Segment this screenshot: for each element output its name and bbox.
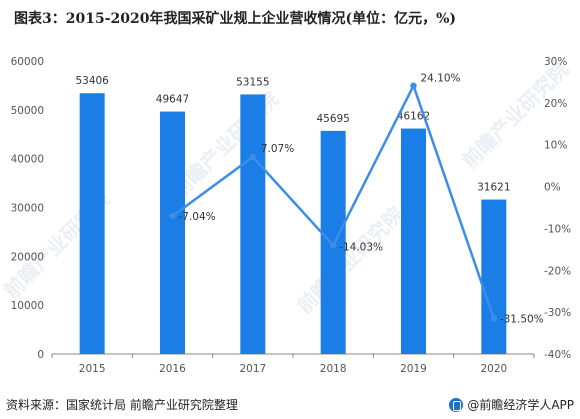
- left-tick-label: 0: [37, 349, 44, 361]
- chart-title: 图表3：2015-2020年我国采矿业规上企业营收情况(单位：亿元，%): [14, 11, 457, 27]
- line-value-label: -31.50%: [500, 313, 544, 325]
- right-tick-label: 0%: [544, 182, 561, 194]
- right-tick-label: -20%: [544, 265, 571, 277]
- line-value-label: -7.04%: [179, 211, 216, 223]
- bar: [481, 199, 507, 354]
- x-tick-label: 2016: [159, 363, 186, 375]
- bar-series: [79, 93, 507, 355]
- x-tick-label: 2020: [480, 363, 507, 375]
- right-tick-label: 30%: [544, 56, 567, 68]
- bar: [401, 128, 426, 354]
- line-point: [329, 242, 337, 249]
- bar-value-label: 53406: [75, 75, 109, 87]
- line-point: [490, 315, 498, 322]
- bar: [79, 93, 105, 355]
- bar-value-label: 45695: [316, 113, 349, 125]
- left-tick-label: 60000: [11, 56, 44, 68]
- line-point: [410, 82, 417, 89]
- left-tick-label: 40000: [11, 154, 44, 166]
- left-tick-label: 20000: [11, 251, 44, 263]
- left-tick-label: 30000: [11, 203, 44, 215]
- right-tick-label: 20%: [544, 98, 567, 110]
- bar: [160, 111, 185, 354]
- line-value-label: 7.07%: [261, 143, 294, 155]
- right-tick-label: 10%: [544, 140, 567, 152]
- brand-logo-icon: [449, 397, 464, 412]
- x-tick-label: 2015: [79, 363, 106, 375]
- bar-value-label: 31621: [477, 182, 510, 194]
- line-value-label: 24.10%: [421, 73, 461, 85]
- watermark-text: 前瞻产业研究院: [457, 57, 573, 173]
- left-tick-label: 50000: [11, 105, 44, 117]
- line-labels: -7.04% 7.07% -14.03% 24.10% -31.50%: [179, 73, 544, 326]
- bar-value-label: 53155: [236, 76, 269, 88]
- x-tick-label: 2019: [400, 363, 427, 375]
- brand-text: @前瞻经济学人APP: [467, 398, 574, 412]
- bar-value-label: 49647: [156, 94, 189, 106]
- right-tick-label: -10%: [544, 223, 571, 235]
- right-tick-label: -30%: [544, 307, 571, 319]
- line-point: [169, 212, 176, 220]
- left-tick-label: 10000: [11, 300, 44, 312]
- source-note: 资料来源：国家统计局 前瞻产业研究院整理: [6, 398, 238, 412]
- bar: [240, 94, 266, 354]
- axes: 0100002000030000400005000060000-40%-30%-…: [11, 56, 572, 375]
- line-value-label: -14.03%: [339, 241, 383, 253]
- right-tick-label: -40%: [544, 349, 571, 361]
- brand-credit: @前瞻经济学人APP: [449, 396, 574, 413]
- x-tick-label: 2018: [320, 363, 347, 375]
- line-point: [249, 153, 257, 161]
- line-series: [169, 82, 498, 322]
- x-tick-label: 2017: [239, 363, 266, 375]
